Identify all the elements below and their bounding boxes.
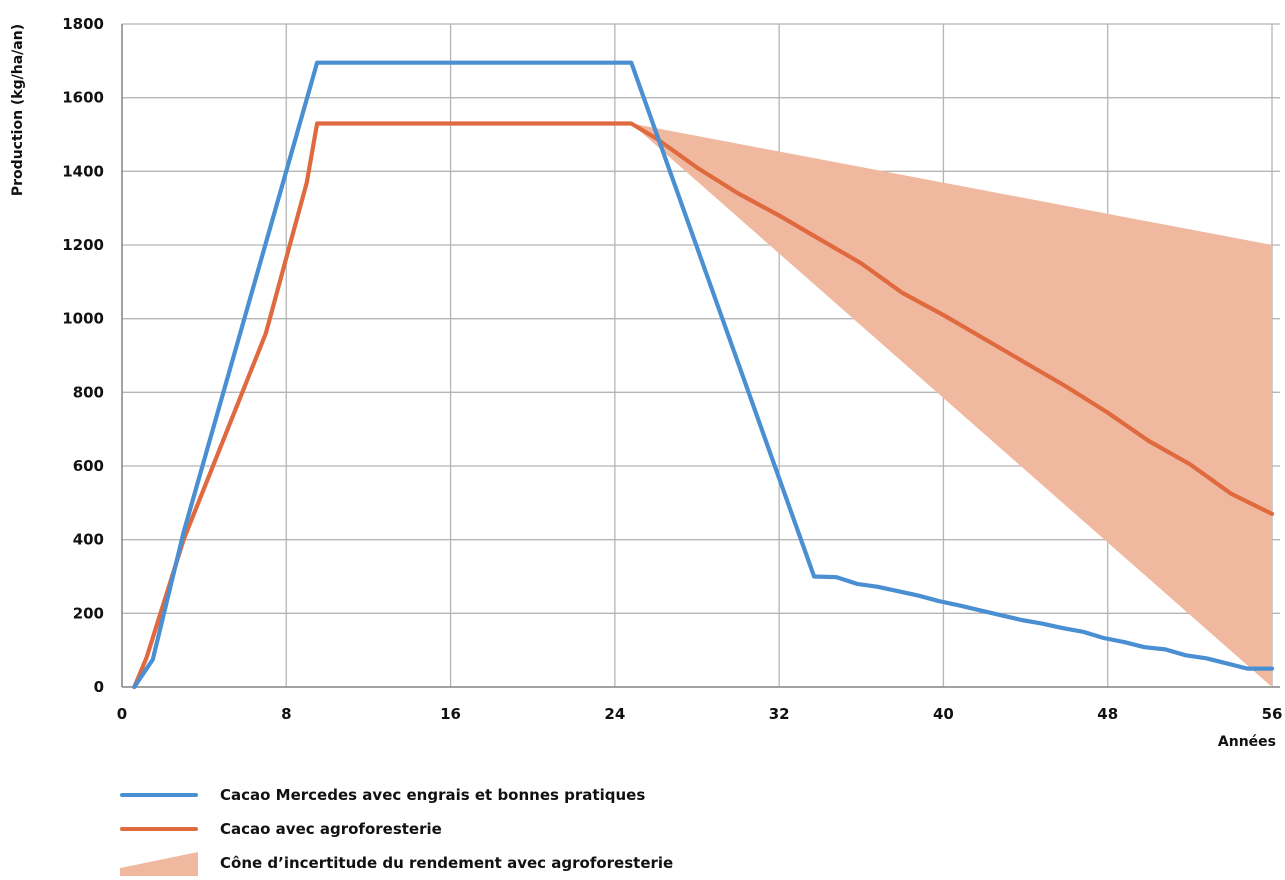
legend-label-cone: Cône d’incertitude du rendement avec agr…	[220, 854, 674, 872]
uncertainty-cone-area	[631, 123, 1272, 687]
y-tick-label-600: 600	[73, 457, 104, 475]
legend-line-blue	[120, 793, 198, 797]
y-tick-label-400: 400	[73, 531, 104, 549]
x-tick-label-0: 0	[117, 705, 127, 723]
legend-swatch-cone	[120, 850, 198, 876]
x-tick-label-32: 32	[769, 705, 790, 723]
series-lines-layer	[132, 60, 1275, 690]
x-tick-labels: 0 8 16 24 32 40 48 56	[117, 705, 1283, 723]
legend-swatch-mercedes	[120, 782, 198, 808]
x-tick-label-56: 56	[1262, 705, 1283, 723]
y-tick-label-800: 800	[73, 383, 104, 401]
y-tick-label-1400: 1400	[62, 162, 104, 180]
legend-item-cone: Cône d’incertitude du rendement avec agr…	[120, 846, 673, 880]
series-line-agroforestry	[132, 121, 1275, 690]
x-tick-label-8: 8	[281, 705, 291, 723]
legend-line-orange	[120, 827, 198, 831]
legend-cone-icon	[120, 852, 198, 876]
uncertainty-cone-layer	[631, 123, 1272, 687]
legend-label-agroforestry: Cacao avec agroforesterie	[220, 820, 442, 838]
y-tick-label-200: 200	[73, 604, 104, 622]
y-axis-label: Production (kg/ha/an)	[10, 24, 26, 196]
x-tick-label-16: 16	[440, 705, 461, 723]
y-tick-label-1600: 1600	[62, 89, 104, 107]
x-axis-label: Années	[1218, 734, 1276, 750]
y-tick-labels: 0 200 400 600 800 1000 1200 1400 1600 1800	[62, 15, 104, 696]
series-line-mercedes	[132, 60, 1275, 690]
y-tick-label-0: 0	[94, 678, 104, 696]
legend-label-mercedes: Cacao Mercedes avec engrais et bonnes pr…	[220, 786, 646, 804]
x-tick-label-24: 24	[604, 705, 625, 723]
legend-item-agroforestry: Cacao avec agroforesterie	[120, 812, 673, 846]
legend: Cacao Mercedes avec engrais et bonnes pr…	[120, 778, 673, 880]
y-tick-label-1200: 1200	[62, 236, 104, 254]
legend-swatch-agroforestry	[120, 816, 198, 842]
x-tick-label-40: 40	[933, 705, 954, 723]
y-tick-label-1000: 1000	[62, 310, 104, 328]
y-tick-label-1800: 1800	[62, 15, 104, 33]
x-tick-label-48: 48	[1097, 705, 1118, 723]
legend-item-mercedes: Cacao Mercedes avec engrais et bonnes pr…	[120, 778, 673, 812]
